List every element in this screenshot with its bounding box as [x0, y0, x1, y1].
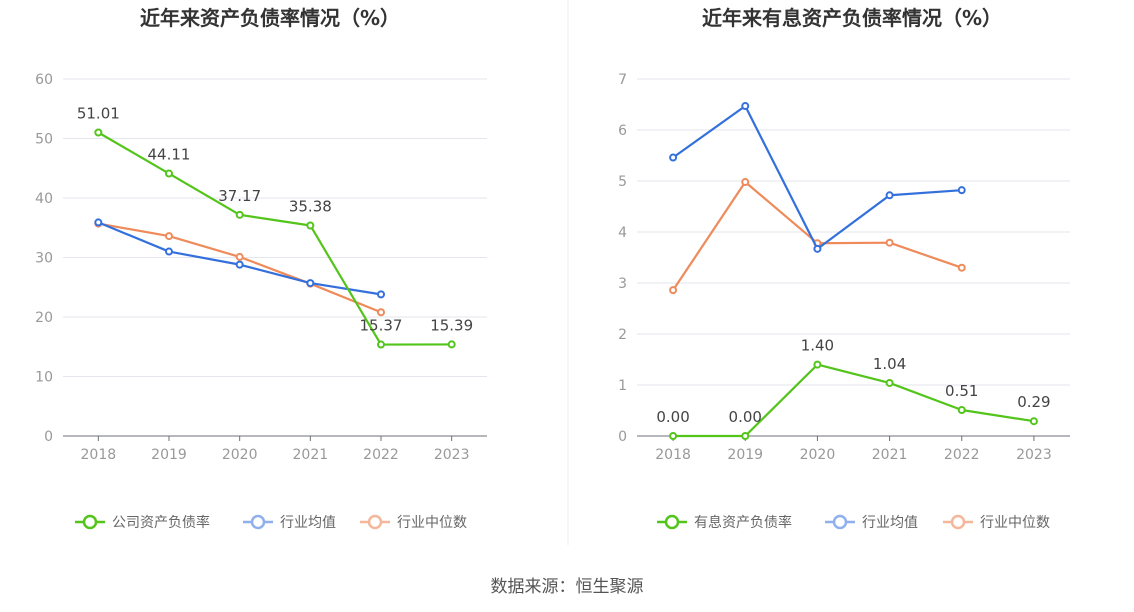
- legend-item[interactable]: 公司资产负债率: [75, 514, 210, 531]
- legend-label: 公司资产负债率: [112, 514, 210, 531]
- y-tick-label: 1: [618, 378, 627, 394]
- chart-title: 近年来有息资产负债率情况（%）: [702, 6, 1002, 30]
- data-point[interactable]: [377, 340, 385, 349]
- y-tick-label: 2: [618, 327, 627, 343]
- chart-title: 近年来资产负债率情况（%）: [140, 6, 400, 30]
- x-tick-label: 2018: [81, 447, 117, 463]
- data-label: 0.51: [945, 382, 978, 400]
- legend-item[interactable]: 行业中位数: [943, 514, 1050, 531]
- data-point[interactable]: [669, 286, 678, 295]
- series-line: [673, 363, 1035, 438]
- data-point[interactable]: [447, 340, 456, 349]
- legend-label: 有息资产负债率: [694, 514, 792, 531]
- chart-interest-debt-ratio: 近年来有息资产负债率情况（%） 0 1 2 3 4 5 6 7 2018 2019 2020 2021 2…: [618, 6, 1070, 531]
- x-tick-label: 2021: [293, 447, 329, 463]
- data-point[interactable]: [741, 178, 750, 187]
- data-point[interactable]: [94, 128, 103, 137]
- x-tick-label: 2023: [1016, 447, 1052, 463]
- data-point[interactable]: [669, 153, 678, 162]
- data-label: 37.17: [218, 187, 261, 205]
- x-tick-label: 2020: [800, 447, 836, 463]
- data-label: 1.04: [873, 355, 906, 373]
- source-note: 数据来源：恒生聚源: [491, 577, 644, 597]
- legend-marker: [950, 514, 966, 530]
- y-tick-label: 6: [618, 123, 627, 139]
- y-tick-label: 0: [618, 429, 627, 445]
- data-point[interactable]: [165, 169, 173, 178]
- data-point[interactable]: [94, 218, 103, 227]
- data-label: 0.00: [729, 408, 762, 426]
- legend-marker: [82, 514, 98, 530]
- data-point[interactable]: [377, 308, 385, 317]
- legend-marker: [664, 514, 680, 530]
- x-tick-label: 2019: [727, 447, 763, 463]
- legend-item[interactable]: 行业中位数: [360, 514, 467, 531]
- x-tick-label: 2022: [944, 447, 980, 463]
- y-tick-label: 7: [618, 72, 627, 88]
- legend-marker: [367, 514, 383, 530]
- legend-label: 行业中位数: [397, 515, 467, 531]
- data-label: 0.00: [656, 408, 689, 426]
- data-point[interactable]: [377, 290, 385, 299]
- legend-item[interactable]: 有息资产负债率: [657, 514, 792, 531]
- data-point[interactable]: [813, 244, 822, 253]
- data-label: 15.39: [430, 316, 473, 334]
- y-tick-label: 60: [35, 72, 53, 88]
- legend-label: 行业均值: [280, 515, 336, 531]
- legend-marker: [250, 514, 266, 530]
- x-tick-label: 2021: [872, 447, 908, 463]
- series-line: [97, 131, 452, 346]
- legend-item[interactable]: 行业均值: [825, 514, 918, 531]
- data-point[interactable]: [957, 186, 966, 195]
- y-tick-label: 40: [35, 191, 53, 207]
- y-tick-label: 0: [44, 429, 53, 445]
- x-tick-label: 2019: [151, 447, 187, 463]
- data-label: 35.38: [289, 197, 332, 215]
- data-point[interactable]: [235, 210, 244, 219]
- x-tick-label: 2018: [655, 447, 691, 463]
- legend-label: 行业中位数: [980, 515, 1050, 531]
- data-point[interactable]: [306, 221, 315, 230]
- legend-marker: [832, 514, 848, 530]
- x-tick-label: 2023: [434, 447, 470, 463]
- y-tick-label: 10: [35, 370, 53, 386]
- legend-label: 行业均值: [862, 515, 918, 531]
- data-point[interactable]: [669, 432, 678, 440]
- y-tick-label: 5: [618, 174, 627, 190]
- y-tick-label: 50: [35, 132, 53, 148]
- data-label: 44.11: [148, 146, 191, 164]
- data-label: 15.37: [360, 317, 403, 335]
- chart-debt-ratio: 近年来资产负债率情况（%） 0 10 20 30 40 50 60 2018 2019 2020 20…: [35, 6, 487, 531]
- y-tick-label: 20: [35, 310, 53, 326]
- data-point[interactable]: [1029, 417, 1038, 426]
- data-point[interactable]: [885, 378, 894, 387]
- y-tick-label: 3: [618, 276, 627, 292]
- y-tick-label: 4: [618, 225, 627, 241]
- data-point[interactable]: [741, 432, 750, 440]
- series-line: [672, 180, 963, 291]
- x-tick-label: 2020: [222, 447, 258, 463]
- data-label: 51.01: [77, 104, 120, 122]
- data-point[interactable]: [957, 263, 966, 272]
- series-line: [672, 104, 962, 250]
- data-point[interactable]: [235, 252, 244, 261]
- data-point[interactable]: [165, 232, 173, 241]
- data-point[interactable]: [306, 279, 315, 288]
- x-tick-label: 2022: [363, 447, 399, 463]
- data-label: 0.29: [1017, 393, 1050, 411]
- data-point[interactable]: [741, 102, 750, 111]
- data-point[interactable]: [813, 360, 822, 369]
- data-point[interactable]: [165, 247, 173, 256]
- legend-item[interactable]: 行业均值: [243, 514, 336, 531]
- data-point[interactable]: [957, 405, 966, 414]
- data-point[interactable]: [885, 238, 894, 247]
- data-label: 1.40: [801, 337, 834, 355]
- data-point[interactable]: [235, 260, 244, 269]
- data-point[interactable]: [885, 191, 894, 200]
- y-tick-label: 30: [35, 251, 53, 267]
